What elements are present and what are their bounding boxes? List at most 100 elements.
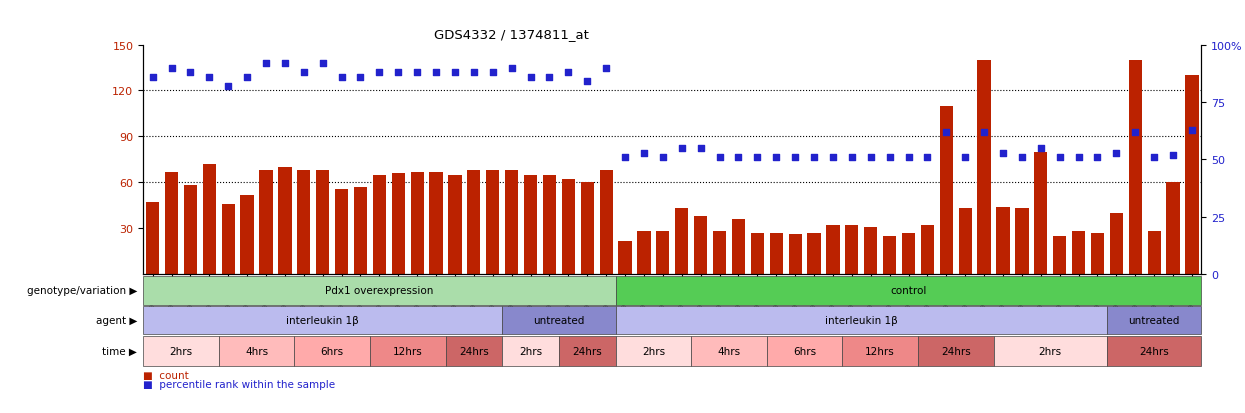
Point (294, 70, 314, 76)
Text: GDS4332 / 1374811_at: GDS4332 / 1374811_at (433, 28, 589, 41)
Bar (788, 235, 802, 275)
Point (860, 154, 880, 161)
Point (918, 154, 937, 161)
Bar (619, 241, 631, 275)
Bar (372, 175, 386, 275)
Bar (505, 171, 518, 275)
Bar (845, 226, 859, 275)
Point (1107, 150, 1127, 157)
Bar (994, 336, 1107, 366)
Text: 24hrs: 24hrs (1139, 346, 1169, 356)
Bar (769, 233, 783, 275)
Point (539, 74, 559, 81)
Point (615, 154, 635, 161)
Point (710, 154, 730, 161)
Point (578, 79, 598, 85)
Bar (543, 175, 557, 275)
Point (331, 74, 351, 81)
Point (899, 154, 919, 161)
Bar (827, 226, 839, 275)
Bar (921, 226, 934, 275)
Bar (146, 203, 159, 275)
Point (256, 60, 276, 67)
Text: 2hrs: 2hrs (1038, 346, 1062, 356)
Bar (918, 336, 994, 366)
Text: 24hrs: 24hrs (941, 346, 971, 356)
Point (652, 154, 672, 161)
Point (237, 74, 256, 81)
Point (275, 60, 295, 67)
Text: untreated: untreated (1128, 316, 1180, 325)
Bar (430, 172, 443, 275)
Point (370, 70, 390, 76)
Bar (486, 171, 499, 275)
Bar (1107, 336, 1201, 366)
Point (634, 150, 654, 157)
Bar (294, 336, 370, 366)
Bar (164, 172, 178, 275)
Point (786, 154, 806, 161)
Text: agent ▶: agent ▶ (96, 316, 137, 325)
Point (444, 70, 464, 76)
Bar (940, 107, 952, 275)
Text: 6hrs: 6hrs (793, 346, 817, 356)
Bar (1185, 76, 1199, 275)
Bar (808, 233, 820, 275)
Bar (411, 172, 423, 275)
Bar (1167, 183, 1180, 275)
Bar (959, 209, 972, 275)
Point (672, 145, 692, 152)
Point (559, 70, 579, 76)
Bar (561, 180, 575, 275)
Point (596, 65, 616, 72)
Bar (446, 336, 502, 366)
Text: time ▶: time ▶ (102, 346, 137, 356)
Bar (219, 336, 294, 366)
Text: genotype/variation ▶: genotype/variation ▶ (26, 286, 137, 296)
Point (1182, 127, 1201, 133)
Bar (1072, 232, 1086, 275)
Bar (843, 336, 918, 366)
Bar (259, 171, 273, 275)
Point (520, 74, 540, 81)
Text: interleukin 1β: interleukin 1β (825, 316, 898, 325)
Point (407, 70, 427, 76)
Point (388, 70, 408, 76)
Text: 2hrs: 2hrs (169, 346, 193, 356)
Bar (1148, 232, 1160, 275)
Bar (637, 232, 651, 275)
Text: Pdx1 overexpression: Pdx1 overexpression (325, 286, 433, 296)
Bar (901, 233, 915, 275)
Point (974, 129, 994, 136)
Bar (316, 171, 330, 275)
Text: 12hrs: 12hrs (393, 346, 422, 356)
Point (1144, 154, 1164, 161)
Text: interleukin 1β: interleukin 1β (286, 316, 359, 325)
Text: ■  count: ■ count (143, 370, 189, 380)
Point (823, 154, 843, 161)
Bar (713, 232, 726, 275)
Bar (864, 227, 878, 275)
Point (766, 154, 786, 161)
Point (1012, 154, 1032, 161)
Bar (335, 189, 349, 275)
Bar (996, 207, 1010, 275)
Text: 4hrs: 4hrs (717, 346, 741, 356)
Bar (751, 233, 764, 275)
Bar (600, 171, 613, 275)
Point (691, 145, 711, 152)
Point (880, 154, 900, 161)
Bar (559, 336, 615, 366)
Point (1068, 154, 1088, 161)
Bar (767, 336, 843, 366)
Bar (691, 336, 767, 366)
Text: 24hrs: 24hrs (459, 346, 489, 356)
Bar (524, 175, 537, 275)
Bar (977, 61, 991, 275)
Text: ■  percentile rank within the sample: ■ percentile rank within the sample (143, 380, 335, 389)
Bar (1109, 214, 1123, 275)
Point (426, 70, 446, 76)
Point (936, 129, 956, 136)
Point (143, 74, 163, 81)
Point (1031, 145, 1051, 152)
